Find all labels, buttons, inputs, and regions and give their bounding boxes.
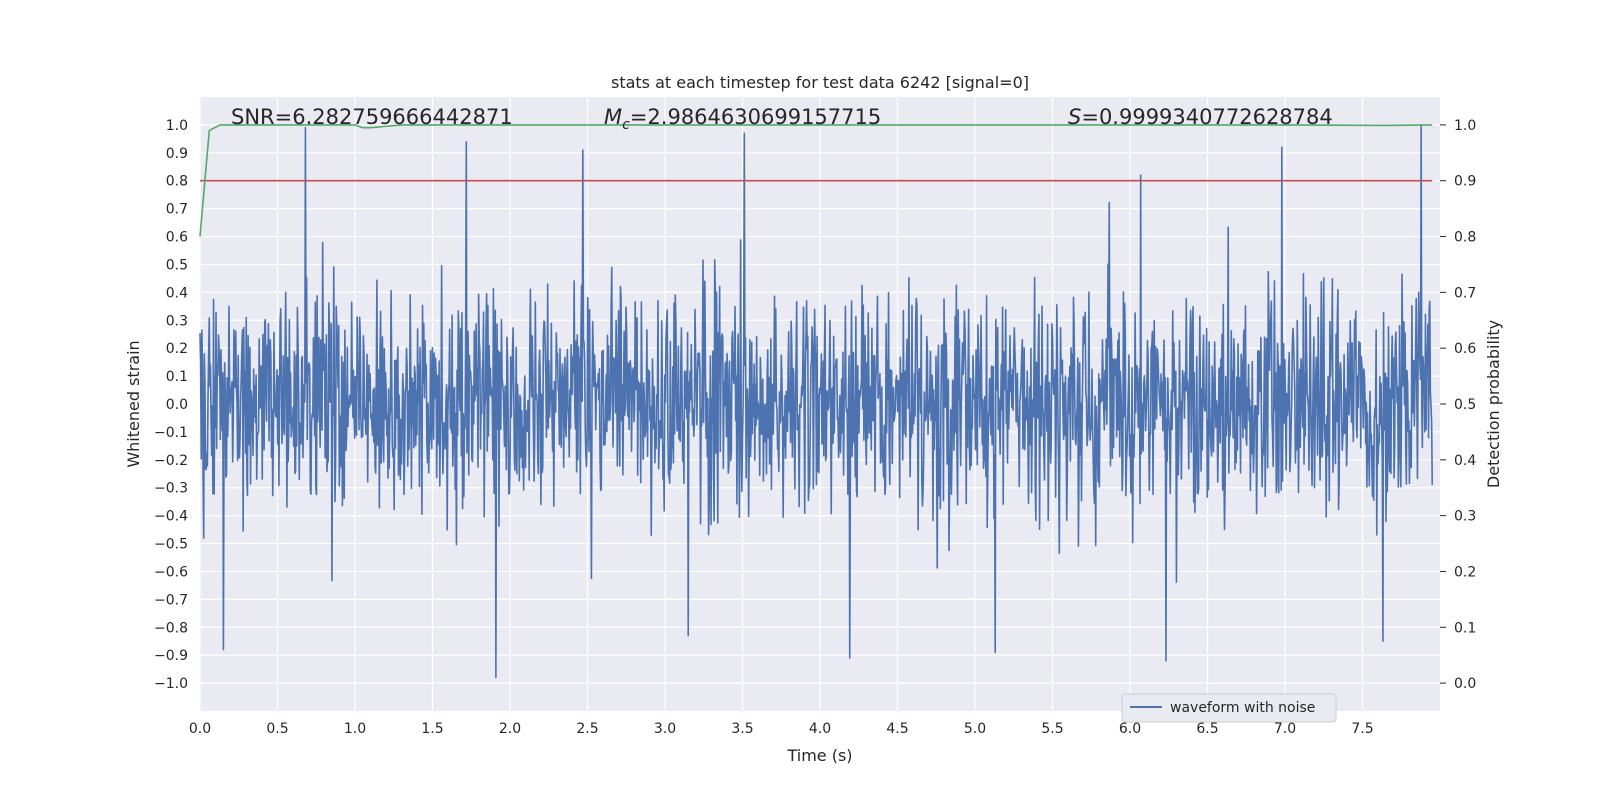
significance-annotation: S=0.9999340772628784: [1068, 105, 1333, 129]
y-tick-label: 0.1: [166, 369, 188, 385]
y2-tick-label: 1.0: [1454, 118, 1476, 134]
x-tick-label: 6.0: [1119, 721, 1141, 737]
x-tick-label: 7.0: [1274, 721, 1296, 737]
y-tick-label: 0.9: [166, 146, 188, 162]
chirp-mass-annotation: Mc=2.9864630699157715: [604, 105, 881, 133]
y2-tick-label: 0.2: [1454, 564, 1476, 580]
x-tick-label: 6.5: [1196, 721, 1218, 737]
x-tick-label: 4.5: [886, 721, 908, 737]
y2-tick-label: 0.9: [1454, 174, 1476, 190]
y-tick-label: 0.4: [166, 285, 188, 301]
significance-value: =0.9999340772628784: [1081, 105, 1332, 129]
y-tick-label: −0.1: [154, 425, 188, 441]
y-tick-label: 0.0: [166, 397, 188, 413]
y-tick-label: 0.7: [166, 202, 188, 218]
legend-label: waveform with noise: [1170, 700, 1315, 716]
y-tick-label: 0.5: [166, 257, 188, 273]
x-axis-ticks: 0.0 0.5 1.0 1.5 2.0 2.5 3.0 3.5 4.0 4.5 5.0 5.5 6.0 6…: [189, 721, 1374, 737]
y2-axis-label: Detection probability: [1484, 320, 1503, 488]
detection-probability-line: [199, 124, 1433, 237]
x-tick-label: 5.5: [1041, 721, 1063, 737]
x-tick-label: 3.5: [731, 721, 753, 737]
chirp-mass-value: =2.9864630699157715: [630, 105, 881, 129]
y-tick-label: −0.6: [154, 564, 188, 580]
x-tick-label: 2.0: [499, 721, 521, 737]
y2-tick-label: 0.5: [1454, 397, 1476, 413]
chirp-mass-subscript: c: [622, 117, 630, 133]
y2-tick-label: 0.0: [1454, 676, 1476, 692]
y2-axis-ticks: 1.0 0.9 0.8 0.7 0.6 0.5 0.4 0.3 0.2 0.1 0.0: [1440, 118, 1476, 692]
y-axis-ticks: 1.0 0.9 0.8 0.7 0.6 0.5 0.4 0.3 0.2 0.1 0.0 −0.1 −0.…: [154, 118, 188, 692]
y-tick-label: −0.9: [154, 648, 188, 664]
significance-symbol: S: [1068, 105, 1081, 129]
y-tick-label: −0.8: [154, 620, 188, 636]
y-tick-label: 0.6: [166, 230, 188, 246]
chirp-mass-symbol: M: [604, 105, 622, 129]
y-tick-label: −0.2: [154, 453, 188, 469]
y2-tick-label: 0.3: [1454, 509, 1476, 525]
legend-box: [1121, 693, 1337, 723]
y2-tick-label: 0.6: [1454, 341, 1476, 357]
y2-tick-label: 0.8: [1454, 230, 1476, 246]
x-tick-label: 7.5: [1351, 721, 1373, 737]
legend: waveform with noise: [1121, 693, 1337, 723]
y-tick-label: 0.8: [166, 174, 188, 190]
x-tick-label: 0.5: [266, 721, 288, 737]
x-tick-label: 0.0: [189, 721, 211, 737]
x-tick-label: 2.5: [576, 721, 598, 737]
x-axis-label: Time (s): [786, 746, 852, 765]
y-tick-label: −1.0: [154, 676, 188, 692]
x-tick-label: 1.5: [421, 721, 443, 737]
y2-tick-label: 0.4: [1454, 453, 1476, 469]
x-tick-label: 4.0: [809, 721, 831, 737]
x-tick-label: 5.0: [964, 721, 986, 737]
x-tick-label: 3.0: [654, 721, 676, 737]
y-tick-label: 1.0: [166, 118, 188, 134]
x-tick-label: 1.0: [344, 721, 366, 737]
y-tick-label: −0.5: [154, 537, 188, 553]
y2-tick-label: 0.7: [1454, 285, 1476, 301]
waveform-line: [199, 124, 1434, 679]
y-tick-label: −0.3: [154, 481, 188, 497]
y-axis-label: Whitened strain: [124, 340, 143, 467]
y-tick-label: 0.2: [166, 341, 188, 357]
snr-annotation: SNR=6.282759666442871: [231, 105, 513, 129]
y-tick-label: −0.7: [154, 592, 188, 608]
probability-series: [199, 124, 1433, 237]
y2-tick-label: 0.1: [1454, 620, 1476, 636]
chart-title: stats at each timestep for test data 624…: [611, 73, 1029, 92]
y-tick-label: 0.3: [166, 313, 188, 329]
y-tick-label: −0.4: [154, 509, 188, 525]
waveform-series: [199, 124, 1434, 679]
